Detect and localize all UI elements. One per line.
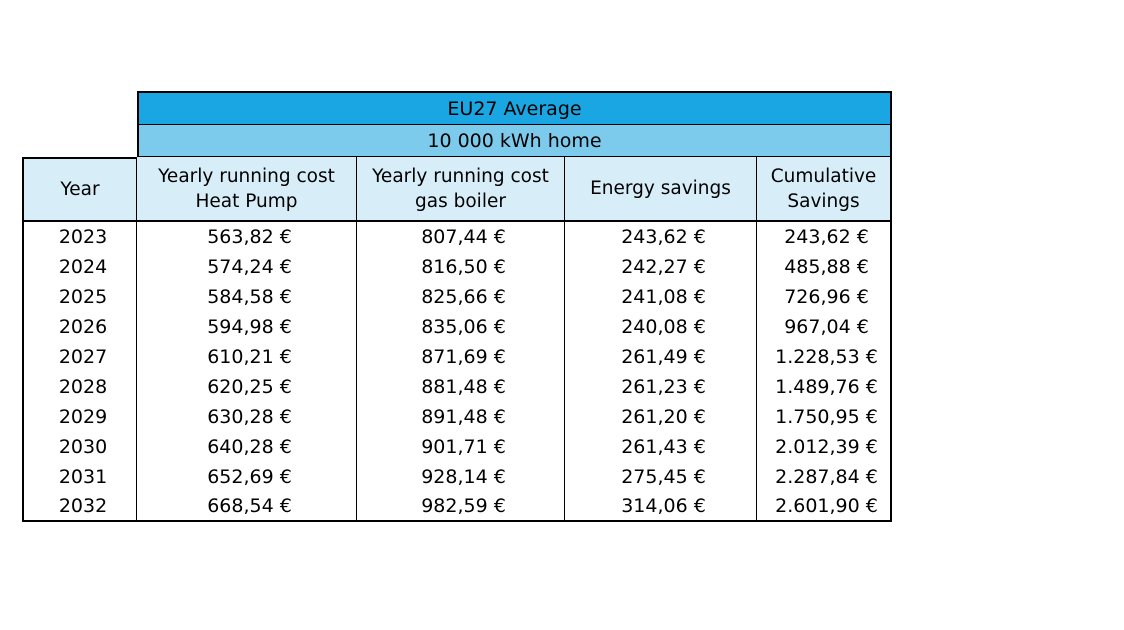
year-cell: 2031 [22, 462, 137, 492]
cumulative-savings-cell: 967,04 € [757, 312, 892, 342]
energy-savings-cell: 261,49 € [565, 342, 757, 372]
cumulative-savings-cell: 1.228,53 € [757, 342, 892, 372]
energy-savings-cell: 314,06 € [565, 492, 757, 522]
gas-boiler-cost-cell: 891,48 € [357, 402, 565, 432]
header-heat-pump-cost: Yearly running cost Heat Pump [137, 157, 357, 222]
gas-boiler-cost-cell: 816,50 € [357, 252, 565, 282]
gas-boiler-cost-cell: 807,44 € [357, 222, 565, 252]
heat-pump-cost-cell: 620,25 € [137, 372, 357, 402]
heat-pump-cost-cell: 563,82 € [137, 222, 357, 252]
gas-boiler-cost-cell: 928,14 € [357, 462, 565, 492]
year-cell: 2025 [22, 282, 137, 312]
energy-savings-cell: 243,62 € [565, 222, 757, 252]
cumulative-savings-cell: 2.601,90 € [757, 492, 892, 522]
energy-savings-cell: 261,20 € [565, 402, 757, 432]
energy-savings-cell: 275,45 € [565, 462, 757, 492]
heat-pump-cost-cell: 630,28 € [137, 402, 357, 432]
gas-boiler-cost-cell: 982,59 € [357, 492, 565, 522]
heat-pump-cost-cell: 584,58 € [137, 282, 357, 312]
table-subtitle: 10 000 kWh home [137, 125, 892, 157]
cumulative-savings-cell: 2.287,84 € [757, 462, 892, 492]
year-cell: 2028 [22, 372, 137, 402]
year-cell: 2032 [22, 492, 137, 522]
energy-savings-cell: 241,08 € [565, 282, 757, 312]
cumulative-savings-cell: 2.012,39 € [757, 432, 892, 462]
energy-savings-cell: 240,08 € [565, 312, 757, 342]
header-energy-savings: Energy savings [565, 157, 757, 222]
cumulative-savings-cell: 485,88 € [757, 252, 892, 282]
heat-pump-cost-cell: 668,54 € [137, 492, 357, 522]
gas-boiler-cost-cell: 825,66 € [357, 282, 565, 312]
heat-pump-cost-cell: 640,28 € [137, 432, 357, 462]
cumulative-savings-cell: 1.750,95 € [757, 402, 892, 432]
energy-savings-cell: 261,43 € [565, 432, 757, 462]
header-gas-boiler-cost: Yearly running cost gas boiler [357, 157, 565, 222]
cumulative-savings-cell: 726,96 € [757, 282, 892, 312]
gas-boiler-cost-cell: 901,71 € [357, 432, 565, 462]
header-cumulative-savings: Cumulative Savings [757, 157, 892, 222]
year-cell: 2027 [22, 342, 137, 372]
year-cell: 2023 [22, 222, 137, 252]
year-cell: 2024 [22, 252, 137, 282]
heat-pump-cost-cell: 594,98 € [137, 312, 357, 342]
year-cell: 2026 [22, 312, 137, 342]
year-cell: 2029 [22, 402, 137, 432]
year-cell: 2030 [22, 432, 137, 462]
cumulative-savings-cell: 243,62 € [757, 222, 892, 252]
energy-savings-cell: 242,27 € [565, 252, 757, 282]
energy-savings-cell: 261,23 € [565, 372, 757, 402]
heat-pump-cost-cell: 574,24 € [137, 252, 357, 282]
gas-boiler-cost-cell: 835,06 € [357, 312, 565, 342]
heat-pump-cost-cell: 652,69 € [137, 462, 357, 492]
heat-pump-cost-cell: 610,21 € [137, 342, 357, 372]
cumulative-savings-cell: 1.489,76 € [757, 372, 892, 402]
cost-table: EU27 Average 10 000 kWh home Year Yearly … [22, 91, 892, 522]
gas-boiler-cost-cell: 881,48 € [357, 372, 565, 402]
gas-boiler-cost-cell: 871,69 € [357, 342, 565, 372]
table-title: EU27 Average [137, 91, 892, 125]
header-year: Year [22, 157, 137, 222]
